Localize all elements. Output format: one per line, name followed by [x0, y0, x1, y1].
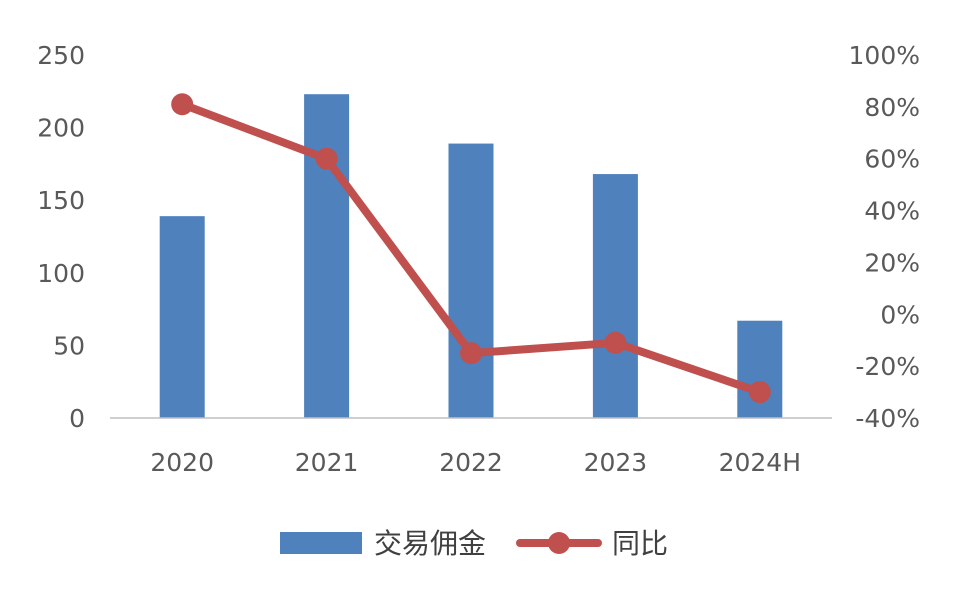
right-tick-label: 60%: [864, 145, 920, 174]
right-axis-ticks: -40% -20% 0% 20% 40% 60% 80% 100%: [849, 41, 920, 433]
legend: 交易佣金 同比: [280, 527, 668, 560]
bar-2020: [159, 216, 205, 418]
point-2023: [604, 331, 627, 354]
left-tick-label: 150: [37, 186, 85, 215]
right-tick-label: 80%: [864, 93, 920, 122]
x-tick-label: 2022: [439, 448, 503, 477]
x-axis-ticks: 2020 2021 2022 2023 2024H: [150, 448, 801, 477]
right-tick-label: 20%: [864, 248, 920, 277]
bar-2024H: [737, 320, 783, 418]
line-points: [171, 93, 771, 404]
point-2021: [315, 147, 338, 170]
right-tick-label: -20%: [855, 352, 920, 381]
legend-bar-swatch: [280, 532, 362, 554]
right-tick-label: 0%: [880, 300, 920, 329]
legend-line-label: 同比: [612, 527, 668, 560]
left-tick-label: 0: [69, 404, 85, 433]
bar-2023: [592, 174, 638, 418]
x-tick-label: 2023: [584, 448, 648, 477]
right-tick-label: 100%: [849, 41, 920, 70]
right-tick-label: 40%: [864, 197, 920, 226]
left-tick-label: 250: [37, 41, 85, 70]
left-tick-label: 100: [37, 259, 85, 288]
bar-2022: [448, 143, 494, 418]
point-2024H: [748, 381, 771, 404]
point-2020: [171, 93, 194, 116]
left-axis-ticks: 0 50 100 150 200 250: [37, 41, 85, 433]
x-tick-label: 2024H: [719, 448, 801, 477]
point-2022: [460, 342, 482, 365]
legend-bar-label: 交易佣金: [374, 527, 486, 560]
x-tick-label: 2020: [150, 448, 214, 477]
bar-2021: [304, 94, 350, 418]
right-tick-label: -40%: [855, 404, 920, 433]
left-tick-label: 50: [53, 331, 85, 360]
left-tick-label: 200: [37, 114, 85, 143]
x-tick-label: 2021: [295, 448, 359, 477]
legend-line-marker: [548, 532, 570, 554]
